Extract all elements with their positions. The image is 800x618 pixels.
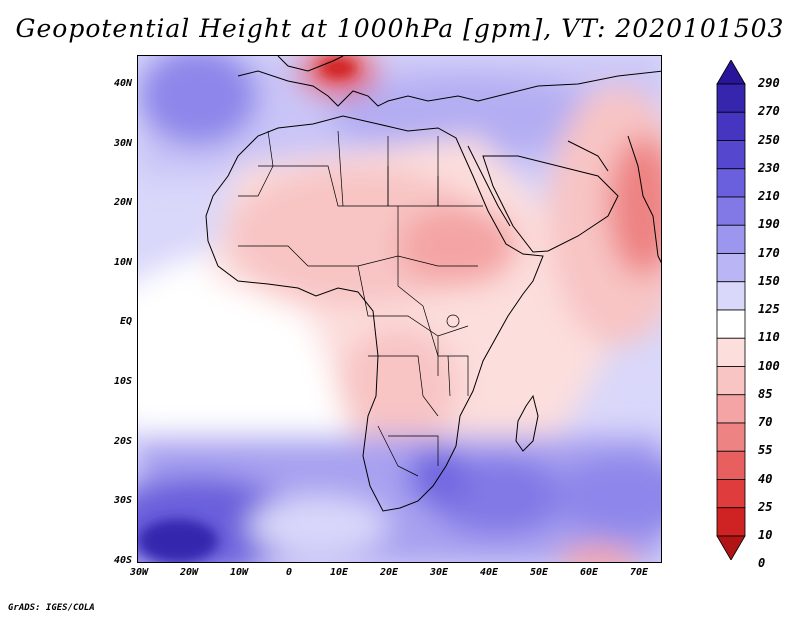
colorbar-label: 210 bbox=[758, 189, 780, 203]
map-panel[interactable] bbox=[137, 55, 662, 563]
colorbar-label: 170 bbox=[758, 245, 780, 260]
colorbar-segment bbox=[716, 337, 746, 367]
lat-label-20s: 20S bbox=[113, 435, 132, 447]
lon-label-20w: 20W bbox=[179, 567, 199, 578]
colorbar-segment bbox=[716, 366, 746, 396]
lat-label-30s: 30S bbox=[113, 495, 132, 507]
coastlines bbox=[205, 56, 661, 512]
colorbar-label: 110 bbox=[758, 330, 780, 345]
lon-label-40e: 40E bbox=[479, 567, 499, 578]
colorbar-label: 230 bbox=[758, 160, 780, 175]
colorbar-label: 70 bbox=[758, 415, 773, 429]
geopotential-field bbox=[138, 56, 661, 562]
colorbar-segment bbox=[716, 422, 746, 452]
colorbar bbox=[716, 60, 746, 560]
lon-label-50e: 50E bbox=[529, 567, 549, 578]
colorbar-label: 85 bbox=[758, 386, 773, 401]
colorbar-segment bbox=[716, 253, 746, 283]
colorbar-segment bbox=[716, 83, 746, 113]
lat-label-40s: 40S bbox=[113, 554, 132, 566]
colorbar-segment bbox=[716, 224, 746, 254]
colorbar-segment bbox=[716, 507, 746, 537]
colorbar-segment bbox=[716, 168, 746, 198]
lat-label-eq: EQ bbox=[119, 316, 132, 328]
lon-label-30e: 30E bbox=[429, 567, 449, 578]
lon-label-0: 0 bbox=[285, 567, 293, 578]
lat-label-40n: 40N bbox=[113, 78, 132, 89]
colorbar-segment bbox=[716, 479, 746, 509]
colorbar-segment bbox=[716, 281, 746, 311]
lon-label-30w: 30W bbox=[129, 567, 149, 578]
lon-label-20e: 20E bbox=[379, 567, 399, 578]
colorbar-label: 100 bbox=[758, 358, 780, 373]
grads-credit: GrADS: IGES/COLA bbox=[8, 603, 95, 613]
lon-label-60e: 60E bbox=[579, 567, 599, 578]
lat-label-10s: 10S bbox=[113, 376, 132, 387]
colorbar-segment bbox=[716, 309, 746, 339]
lon-label-10w: 10W bbox=[229, 567, 249, 578]
lat-label-10n: 10N bbox=[113, 256, 132, 268]
colorbar-segment bbox=[716, 450, 746, 480]
colorbar-label: 150 bbox=[758, 273, 780, 288]
plot-title: Geopotential Height at 1000hPa [gpm], VT… bbox=[15, 14, 785, 43]
lat-label-20n: 20N bbox=[113, 197, 132, 209]
country-borders bbox=[238, 130, 483, 477]
colorbar-top-arrow bbox=[716, 60, 746, 85]
colorbar-label: 125 bbox=[758, 302, 780, 316]
colorbar-label: 0 bbox=[758, 556, 766, 571]
colorbar-segment bbox=[716, 111, 746, 141]
colorbar-label: 270 bbox=[758, 104, 780, 119]
colorbar-label: 10 bbox=[758, 528, 773, 542]
lon-label-70e: 70E bbox=[629, 567, 649, 578]
colorbar-label: 190 bbox=[758, 217, 780, 232]
lon-label-10e: 10E bbox=[329, 567, 349, 578]
colorbar-segment bbox=[716, 140, 746, 170]
colorbar-label: 250 bbox=[758, 132, 780, 147]
colorbar-bottom-arrow bbox=[716, 535, 746, 560]
colorbar-label: 40 bbox=[758, 471, 773, 486]
colorbar-segment bbox=[716, 394, 746, 424]
colorbar-segment bbox=[716, 196, 746, 226]
lat-label-30n: 30N bbox=[113, 137, 132, 149]
colorbar-label: 25 bbox=[758, 499, 773, 514]
colorbar-label: 55 bbox=[758, 443, 773, 458]
colorbar-label: 290 bbox=[758, 76, 780, 90]
